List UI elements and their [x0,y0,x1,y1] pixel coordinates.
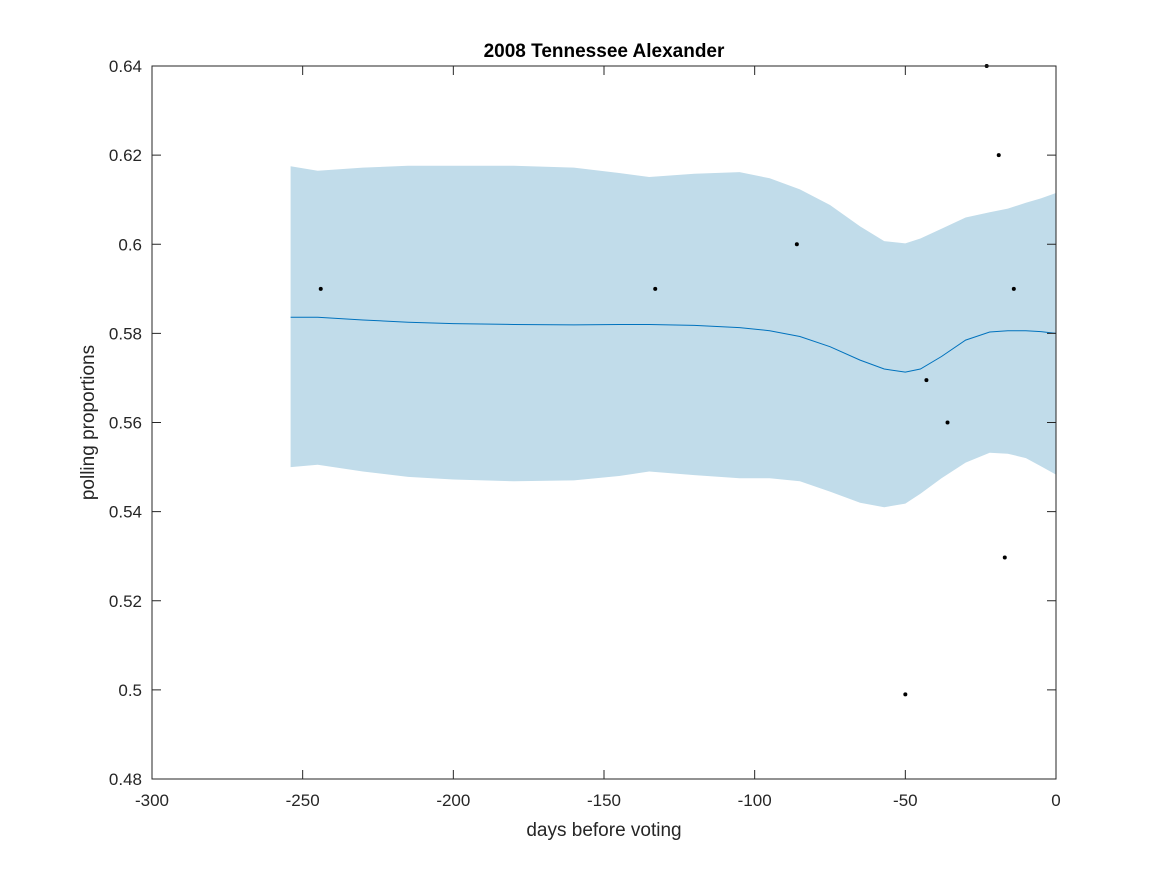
chart-title: 2008 Tennessee Alexander [484,41,725,62]
data-point [318,286,323,291]
data-point [945,420,950,425]
x-tick-label: 0 [1051,791,1060,810]
x-tick-label: -250 [286,791,320,810]
y-tick-label: 0.52 [109,592,142,611]
data-points [318,64,1016,697]
y-tick-label: 0.5 [118,681,142,700]
y-tick-label: 0.64 [109,57,142,76]
confidence-band [290,165,1057,508]
plot-area [290,64,1057,697]
data-point [794,242,799,247]
y-tick-label: 0.56 [109,414,142,433]
data-point [996,153,1001,158]
mean-line [290,316,1057,373]
x-tick-label: -200 [436,791,470,810]
y-axis-label: polling proportions [78,345,99,500]
data-point [1011,286,1016,291]
y-tick-label: 0.62 [109,146,142,165]
x-tick-label: -150 [587,791,621,810]
data-point [653,286,658,291]
x-tick-label: -100 [738,791,772,810]
data-point [1002,555,1007,560]
x-tick-label: -50 [893,791,918,810]
data-point [924,378,929,383]
x-axis-label: days before voting [526,820,681,841]
y-tick-label: 0.6 [118,235,142,254]
data-point [903,692,908,697]
y-tick-label: 0.58 [109,324,142,343]
y-tick-label: 0.54 [109,503,142,522]
x-tick-label: -300 [135,791,169,810]
y-tick-label: 0.48 [109,770,142,789]
axis-ticks: -300 -250 -200 -150 -100 -50 0 0.48 0.5 0.52 0.54 0… [109,57,1061,810]
